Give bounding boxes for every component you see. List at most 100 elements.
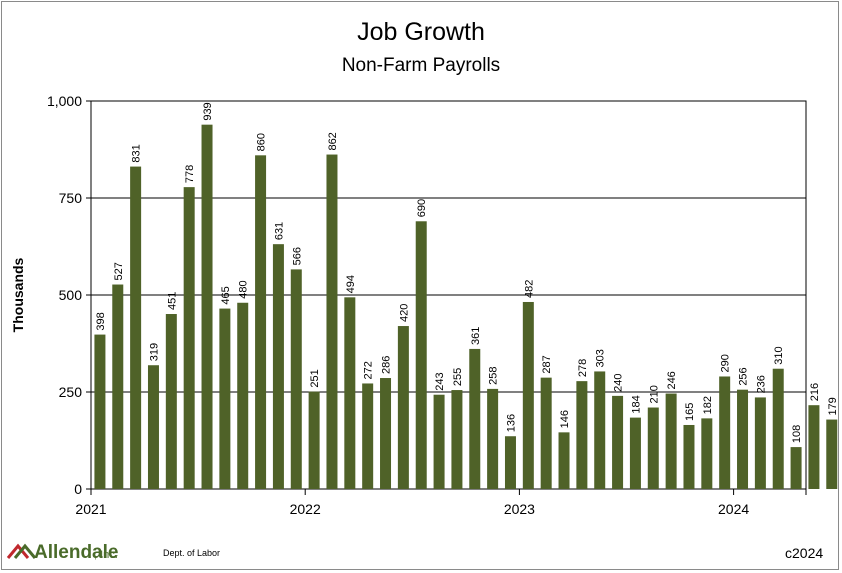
bar-data-label: 482 <box>523 280 535 298</box>
bar <box>201 124 213 489</box>
bar <box>469 348 481 489</box>
y-tick-label: 750 <box>59 190 83 206</box>
bar-data-label: 256 <box>738 367 750 385</box>
bar-data-label: 398 <box>95 312 107 330</box>
bar-data-label: 251 <box>309 369 321 387</box>
data-source: Dept. of Labor <box>163 548 221 558</box>
logo-red-roof-icon <box>6 543 30 559</box>
bar-data-label: 690 <box>416 199 428 217</box>
bar <box>487 388 499 489</box>
bar <box>737 389 749 489</box>
bar-data-label: 182 <box>702 396 714 414</box>
bar <box>790 447 802 489</box>
copyright: c2024 <box>785 545 824 561</box>
bar-data-label: 831 <box>131 144 143 162</box>
bar-data-label: 631 <box>273 222 285 240</box>
bar <box>665 393 677 489</box>
bar-data-label: 136 <box>505 414 517 432</box>
bar <box>326 154 338 489</box>
logo-company-name: Allendale <box>34 542 118 563</box>
bar <box>94 334 106 489</box>
bar <box>647 407 659 489</box>
bar-data-label: 566 <box>291 247 303 265</box>
bar-data-label: 210 <box>648 385 660 403</box>
bar <box>290 269 302 489</box>
bar-data-label: 287 <box>541 355 553 373</box>
bar-data-label: 240 <box>613 374 625 392</box>
bar-data-label: 319 <box>148 343 160 361</box>
bar-data-label: 258 <box>488 367 500 385</box>
bar <box>255 155 267 489</box>
chart-title: Job Growth <box>357 18 485 46</box>
chart-subtitle: Non-Farm Payrolls <box>341 55 501 76</box>
bar <box>826 419 838 489</box>
bar <box>701 418 713 489</box>
bar-data-label: 527 <box>113 262 125 280</box>
bar <box>380 378 392 489</box>
bar <box>433 394 445 489</box>
bar-data-label: 494 <box>345 275 357 293</box>
bar <box>415 221 427 489</box>
x-tick-label: 2023 <box>504 501 535 517</box>
bar-data-label: 236 <box>755 375 767 393</box>
bar-data-label: 108 <box>791 425 803 443</box>
bar-data-label: 860 <box>256 133 268 151</box>
bar <box>130 166 142 489</box>
bar <box>219 308 231 489</box>
bar-data-label: 286 <box>381 356 393 374</box>
bar-data-label: 243 <box>434 372 446 390</box>
bar <box>165 314 177 489</box>
bar <box>362 383 374 489</box>
bar-data-label: 165 <box>684 403 696 421</box>
bar-data-label: 184 <box>630 395 642 413</box>
bar-data-label: 255 <box>452 368 464 386</box>
y-tick-label: 1,000 <box>47 93 82 109</box>
x-tick-label: 2021 <box>75 501 106 517</box>
logo-company-suffix: , Inc. <box>94 549 118 561</box>
x-tick-label: 2024 <box>718 501 749 517</box>
y-tick-label: 0 <box>74 481 82 497</box>
bar <box>397 326 409 489</box>
bar <box>147 365 159 489</box>
bar <box>112 284 124 489</box>
bar-data-label: 216 <box>809 383 821 401</box>
bar-data-label: 146 <box>559 410 571 428</box>
bar-data-label: 278 <box>577 359 589 377</box>
bar-data-label: 310 <box>773 346 785 364</box>
bar <box>612 395 624 489</box>
bar <box>272 244 284 489</box>
bar <box>344 297 356 489</box>
bar <box>683 424 695 489</box>
bar <box>451 390 463 489</box>
bar-data-label: 246 <box>666 371 678 389</box>
bar <box>237 302 249 489</box>
bar <box>754 397 766 489</box>
bar <box>629 417 641 489</box>
bar <box>594 371 606 489</box>
x-tick-label: 2022 <box>290 501 321 517</box>
bar <box>719 376 731 489</box>
bar-data-label: 451 <box>166 292 178 310</box>
logo-green-roof-icon <box>13 543 37 559</box>
bar <box>772 368 784 489</box>
bar-data-label: 290 <box>720 354 732 372</box>
bar-data-label: 939 <box>202 102 214 120</box>
bar-data-label: 179 <box>827 397 839 415</box>
bar-data-label: 465 <box>220 286 232 304</box>
bar <box>522 301 534 489</box>
bar <box>808 405 820 489</box>
y-tick-label: 500 <box>59 287 83 303</box>
bar-data-label: 420 <box>398 304 410 322</box>
bar <box>558 432 570 489</box>
bar-data-label: 361 <box>470 327 482 345</box>
bar-data-label: 303 <box>595 349 607 367</box>
y-tick-label: 250 <box>59 384 83 400</box>
bar-data-label: 480 <box>238 280 250 298</box>
bar-data-label: 862 <box>327 132 339 150</box>
bar <box>576 381 588 489</box>
allendale-logo: Allendale , Inc. <box>6 542 118 563</box>
y-axis-label: Thousands <box>10 257 26 332</box>
bar <box>504 436 516 489</box>
